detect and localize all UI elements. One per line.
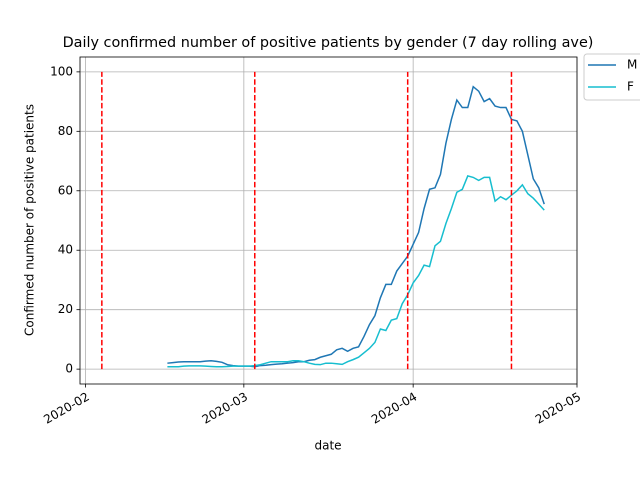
x-tick-label: 2020-03 [200, 390, 250, 427]
x-tick-label: 2020-04 [369, 390, 419, 427]
y-tick-label: 60 [58, 183, 73, 197]
y-tick-label: 100 [50, 64, 73, 78]
y-axis-label: Confirmed number of positive patients [23, 104, 37, 336]
y-tick-label: 80 [58, 124, 73, 138]
y-tick-label: 20 [58, 302, 73, 316]
plot-area [80, 57, 578, 384]
y-tick-label: 40 [58, 243, 73, 257]
x-tick-label: 2020-02 [41, 390, 91, 427]
y-tick-label: 0 [65, 362, 73, 376]
chart-title: Daily confirmed number of positive patie… [63, 35, 594, 51]
x-axis-label: date [314, 439, 341, 453]
line-series [167, 175, 545, 368]
legend-label: M [627, 58, 637, 72]
x-tick-label: 2020-05 [533, 390, 583, 427]
axes-frame [79, 56, 578, 385]
legend-label: F [627, 80, 634, 94]
line-series [167, 85, 545, 368]
